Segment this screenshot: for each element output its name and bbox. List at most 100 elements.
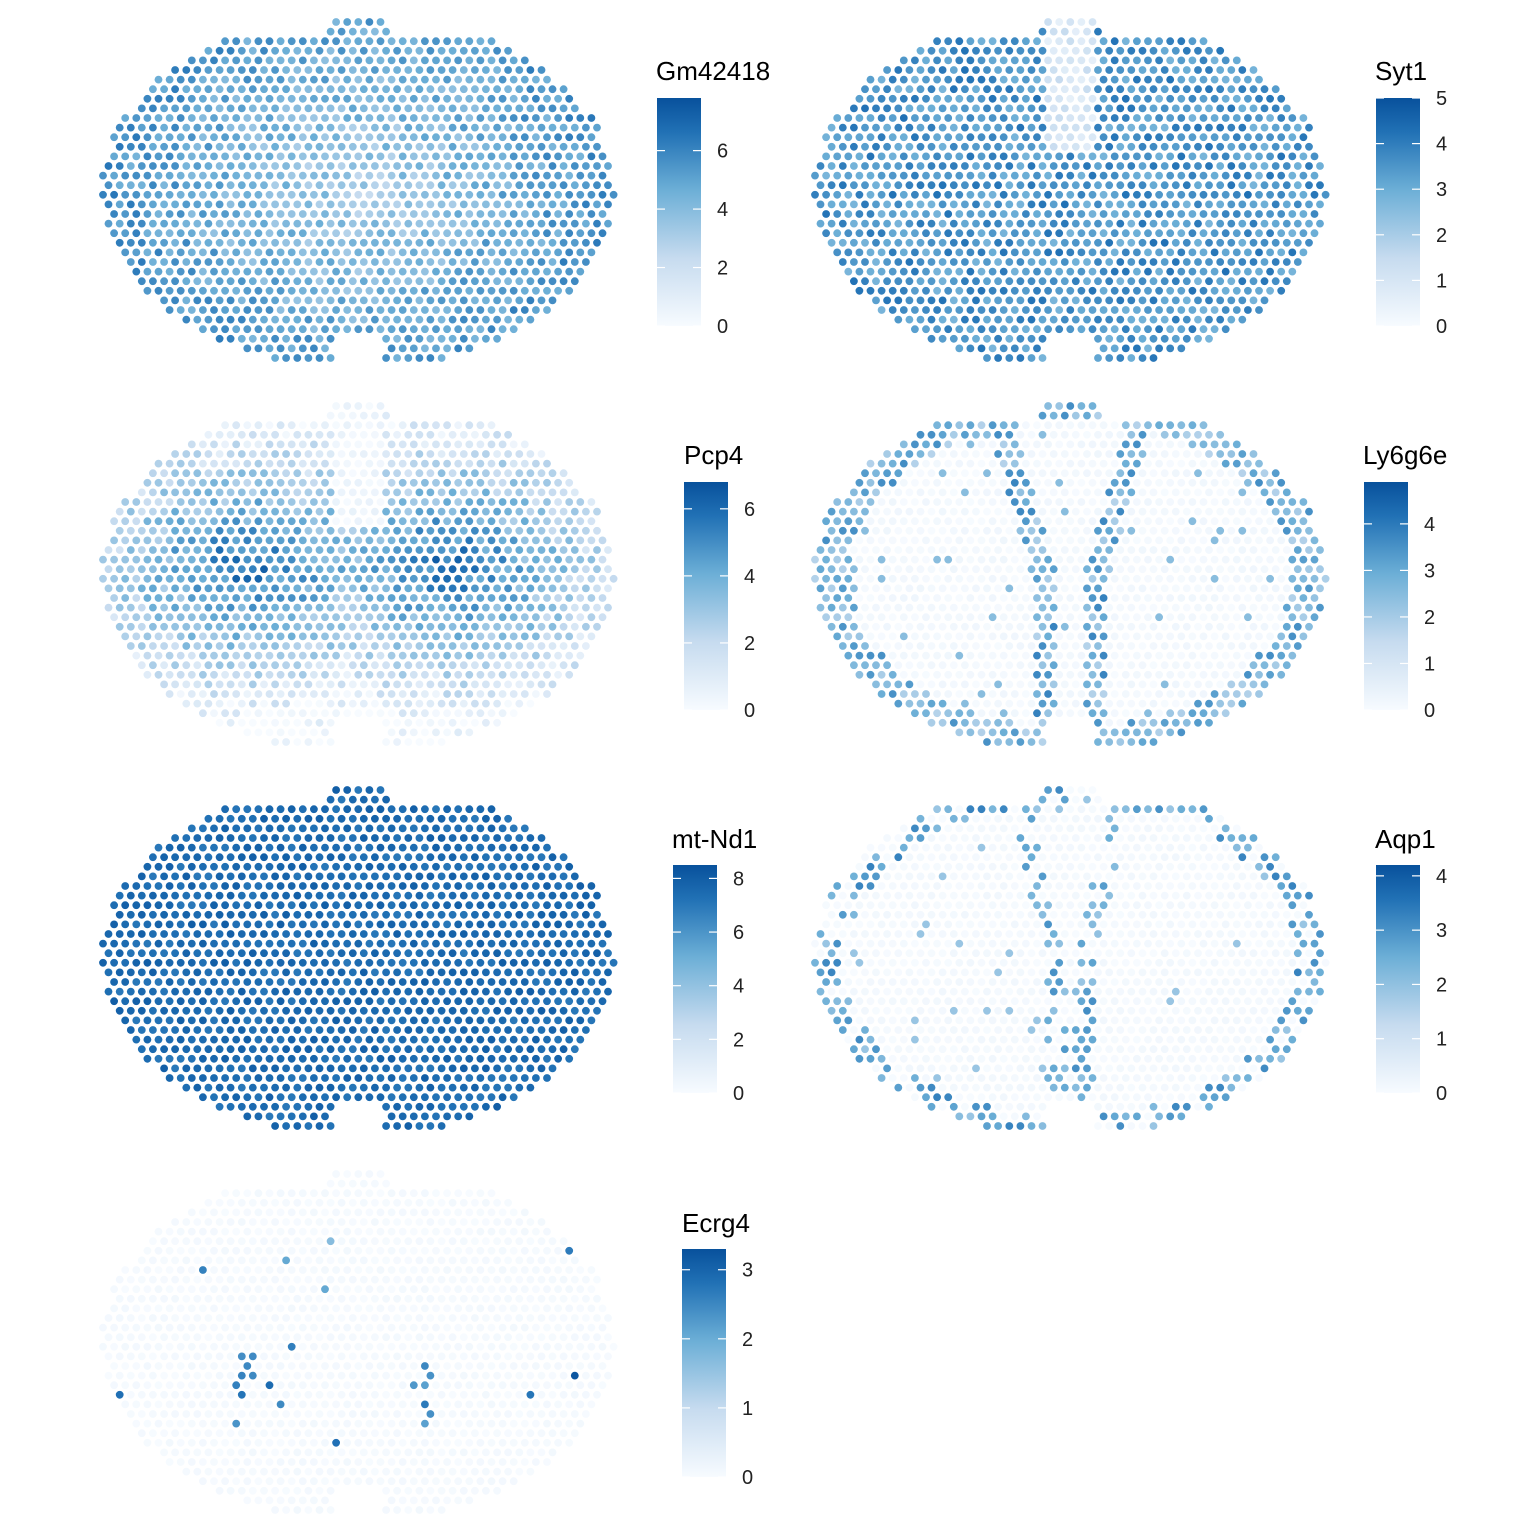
spot <box>509 267 518 276</box>
spot <box>1288 555 1297 564</box>
spot <box>254 421 263 430</box>
spot <box>1049 296 1058 305</box>
spot <box>293 488 302 497</box>
spot <box>593 565 601 574</box>
spot <box>1038 123 1047 132</box>
spot <box>1299 248 1308 257</box>
spot <box>938 622 947 631</box>
spot <box>348 181 357 190</box>
spot <box>1049 430 1058 439</box>
spot <box>1010 517 1019 526</box>
spot <box>432 133 440 142</box>
spot <box>1071 622 1080 631</box>
spot <box>459 469 468 478</box>
spot <box>877 267 886 276</box>
spot <box>1022 478 1030 487</box>
spot <box>1121 517 1130 526</box>
spot <box>487 555 496 564</box>
spot <box>187 459 196 468</box>
spot <box>927 315 936 324</box>
spot <box>1027 219 1036 228</box>
spot <box>160 162 169 170</box>
spot <box>883 296 891 305</box>
spot <box>1094 142 1102 151</box>
spot <box>359 430 368 439</box>
spot <box>1033 440 1041 449</box>
spot <box>1044 190 1052 199</box>
spot <box>933 555 941 564</box>
spot <box>132 114 141 122</box>
spot <box>1016 642 1025 650</box>
spot <box>315 219 324 228</box>
spot <box>1060 85 1069 94</box>
spot <box>276 594 285 602</box>
spot <box>287 94 296 103</box>
spot <box>955 325 964 334</box>
spot <box>1144 459 1152 468</box>
spot <box>911 210 919 218</box>
spot <box>398 114 407 122</box>
spot <box>404 603 413 612</box>
spot <box>448 334 457 343</box>
spot <box>415 526 424 535</box>
spot <box>833 248 842 257</box>
spot <box>465 728 474 737</box>
spot <box>304 334 313 343</box>
spot <box>1199 229 1208 238</box>
spot <box>310 56 318 65</box>
spot <box>955 190 964 199</box>
spot <box>426 738 435 746</box>
spot <box>482 546 490 554</box>
spot <box>1005 258 1014 266</box>
spot <box>1133 574 1141 583</box>
spot <box>226 258 235 266</box>
spot <box>1194 526 1202 535</box>
spot <box>415 162 424 170</box>
spot <box>1010 555 1019 564</box>
spot <box>1033 536 1041 545</box>
spot <box>221 632 230 641</box>
spot <box>415 546 424 554</box>
spot <box>1188 114 1197 122</box>
spot <box>1094 46 1102 55</box>
spot <box>1077 325 1086 334</box>
spot <box>927 123 936 132</box>
spot <box>498 94 507 103</box>
spot <box>504 546 512 554</box>
spot <box>232 171 241 180</box>
spot <box>922 75 930 84</box>
spot <box>844 574 853 583</box>
spot <box>476 670 485 679</box>
spot <box>1249 85 1258 94</box>
spot <box>1244 210 1252 218</box>
spot <box>927 296 936 305</box>
spot <box>520 517 529 526</box>
spot <box>476 171 485 180</box>
spot <box>310 421 318 430</box>
spot <box>298 478 307 487</box>
spot <box>237 661 246 670</box>
spot <box>193 469 202 478</box>
spot <box>1121 440 1130 449</box>
spot <box>1138 315 1147 324</box>
spot <box>1227 162 1236 170</box>
spot <box>1022 421 1030 430</box>
spot <box>1066 229 1075 238</box>
spot <box>448 104 457 113</box>
spot <box>187 114 196 122</box>
spot <box>476 421 485 430</box>
spot <box>983 584 991 593</box>
spot <box>254 306 263 314</box>
spot <box>248 162 257 170</box>
spot <box>1016 507 1025 516</box>
spot <box>1105 238 1114 247</box>
spot <box>972 258 980 266</box>
spot <box>1210 56 1219 65</box>
spot <box>1066 421 1075 430</box>
spot <box>894 622 903 631</box>
spot <box>348 565 357 574</box>
spot <box>326 661 335 670</box>
spot <box>1182 507 1191 516</box>
spot <box>1277 152 1286 161</box>
